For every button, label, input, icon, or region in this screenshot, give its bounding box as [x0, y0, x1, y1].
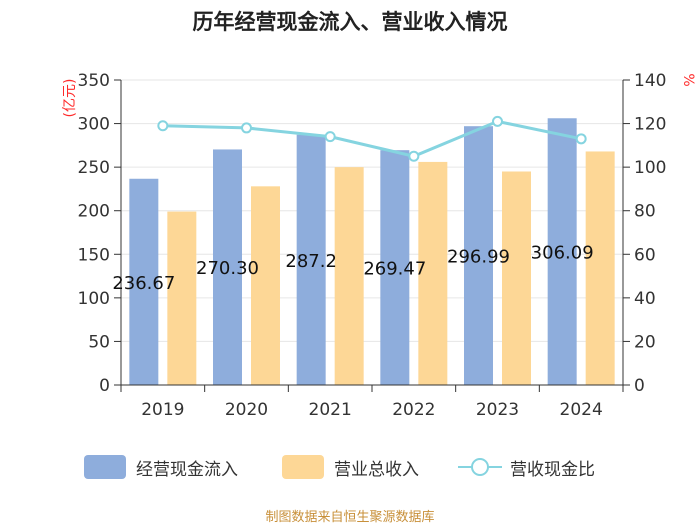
bar-cash-inflow [296, 134, 326, 385]
data-label-cash-inflow: 236.67 [112, 273, 175, 294]
bar-revenue [167, 211, 197, 385]
bar-cash-inflow [547, 118, 577, 385]
right-axis-unit: % [680, 73, 696, 86]
legend-line-icon [458, 458, 502, 476]
right-tick-label: 100 [634, 158, 666, 178]
left-tick-label: 250 [78, 158, 110, 178]
ratio-line-series [157, 115, 587, 162]
right-tick-label: 0 [634, 376, 645, 396]
data-label-cash-inflow: 269.47 [363, 259, 426, 280]
legend-item-ratio[interactable]: 营收现金比 [458, 452, 595, 482]
bar-revenue [585, 151, 615, 385]
grid-lines [121, 79, 623, 342]
data-labels: 236.67 270.30 287.2 269.47 296.99 306.09 [112, 243, 593, 294]
ratio-point [157, 120, 169, 132]
left-tick-label: 350 [78, 71, 110, 91]
bar-cash-inflow [464, 126, 493, 385]
right-tick-label: 80 [634, 202, 656, 222]
bar-cash-inflow [129, 178, 159, 385]
x-tick-label: 2019 [141, 400, 184, 420]
x-tick-label: 2020 [225, 400, 268, 420]
left-tick-label: 200 [78, 202, 110, 222]
source-note: 制图数据来自恒生聚源数据库 [265, 510, 435, 525]
right-tick-label: 40 [634, 289, 656, 309]
left-tick-label: 100 [78, 289, 110, 309]
bar-revenue [502, 171, 531, 385]
legend-label-ratio: 营收现金比 [510, 459, 595, 480]
right-tick-label: 60 [634, 245, 656, 265]
x-tick-label: 2021 [309, 400, 352, 420]
legend-item-revenue[interactable]: 营业总收入 [282, 452, 419, 482]
left-tick-label: 50 [88, 332, 110, 352]
right-tick-label: 20 [634, 332, 656, 352]
legend-swatch-cash-inflow [84, 455, 126, 479]
x-tick-label: 2024 [560, 400, 603, 420]
left-tick-label: 0 [99, 376, 110, 396]
bar-series [129, 118, 615, 385]
ratio-point [324, 131, 336, 143]
data-label-cash-inflow: 270.30 [196, 258, 259, 279]
bar-revenue [251, 186, 280, 385]
right-tick-label: 140 [634, 71, 666, 91]
x-tick-label: 2022 [392, 400, 435, 420]
ratio-point [492, 115, 503, 127]
chart-title: 历年经营现金流入、营业收入情况 [192, 10, 508, 34]
axes: 0 50 100 150 200 250 300 350 0 20 40 60 80 100 120 140 2… [78, 71, 667, 420]
data-label-cash-inflow: 296.99 [447, 247, 510, 268]
ratio-line [162, 119, 582, 158]
bar-cash-inflow [380, 150, 410, 385]
legend: 经营现金流入 营业总收入 营收现金比 [0, 452, 700, 482]
legend-item-cash-inflow[interactable]: 经营现金流入 [84, 452, 238, 482]
ratio-point [408, 150, 420, 162]
left-tick-label: 300 [78, 115, 110, 135]
left-tick-label: 150 [78, 245, 110, 265]
data-label-cash-inflow: 287.2 [285, 251, 337, 272]
legend-label-revenue: 营业总收入 [334, 459, 419, 480]
x-tick-label: 2023 [476, 400, 519, 420]
bar-revenue [334, 167, 364, 385]
left-axis-unit: (亿元) [62, 79, 78, 118]
data-label-cash-inflow: 306.09 [531, 243, 594, 264]
ratio-point [241, 122, 252, 134]
legend-label-cash-inflow: 经营现金流入 [136, 459, 238, 480]
bar-revenue [418, 161, 448, 385]
ratio-point [575, 133, 587, 145]
right-tick-label: 120 [634, 115, 666, 135]
legend-swatch-revenue [282, 455, 324, 479]
bar-cash-inflow [213, 149, 242, 385]
